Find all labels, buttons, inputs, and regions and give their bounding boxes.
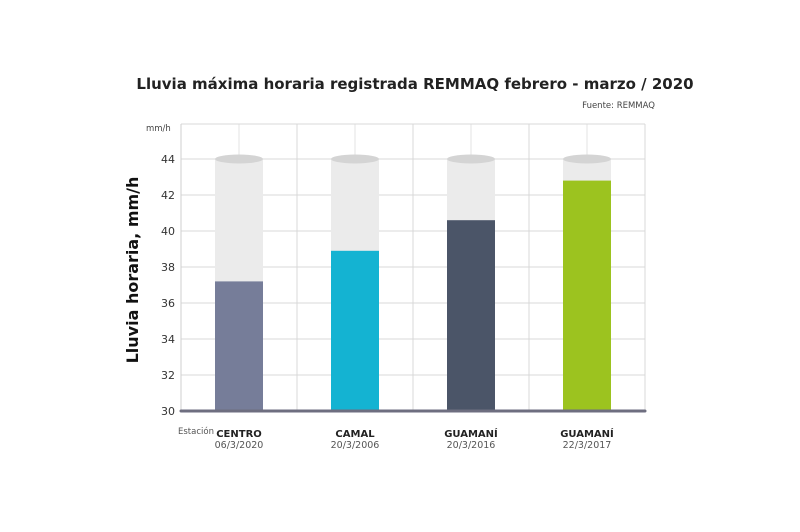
bars [179,154,647,413]
y-tick-label: 32 [161,369,175,382]
bar-capacity-cap [447,154,495,164]
y-axis-label: Lluvia horaria, mm/h [123,177,142,364]
bar [447,220,495,411]
bar-capacity-cap [215,154,263,164]
chart-title: Lluvia máxima horaria registrada REMMAQ … [136,75,693,93]
category-labels: CENTRO06/3/2020CAMAL20/3/2006GUAMANÍ20/3… [215,427,614,451]
chart-source: Fuente: REMMAQ [582,101,655,111]
y-tick-label: 34 [161,333,175,346]
y-tick-label: 42 [161,189,175,202]
category-date: 20/3/2016 [447,440,496,451]
category-label: GUAMANÍ [444,427,498,440]
category-label: CAMAL [335,429,375,440]
y-tick-label: 40 [161,225,175,238]
y-tick-label: 38 [161,261,175,274]
category-label: GUAMANÍ [560,427,614,440]
category-date: 22/3/2017 [563,440,612,451]
bar [331,250,379,411]
y-tick-labels: 30 32 34 36 38 40 42 44 [161,153,175,418]
bar-capacity-cap [331,154,379,164]
y-tick-label: 36 [161,297,175,310]
x-axis-label: Estación [178,426,214,437]
category-date: 20/3/2006 [331,440,380,451]
y-tick-label: 30 [161,405,175,418]
category-date: 06/3/2020 [215,440,264,451]
bar [563,180,611,411]
y-axis-unit: mm/h [146,124,171,134]
y-tick-label: 44 [161,153,175,166]
category-label: CENTRO [216,429,262,440]
bar-capacity-cap [563,154,611,164]
bar [215,281,263,411]
